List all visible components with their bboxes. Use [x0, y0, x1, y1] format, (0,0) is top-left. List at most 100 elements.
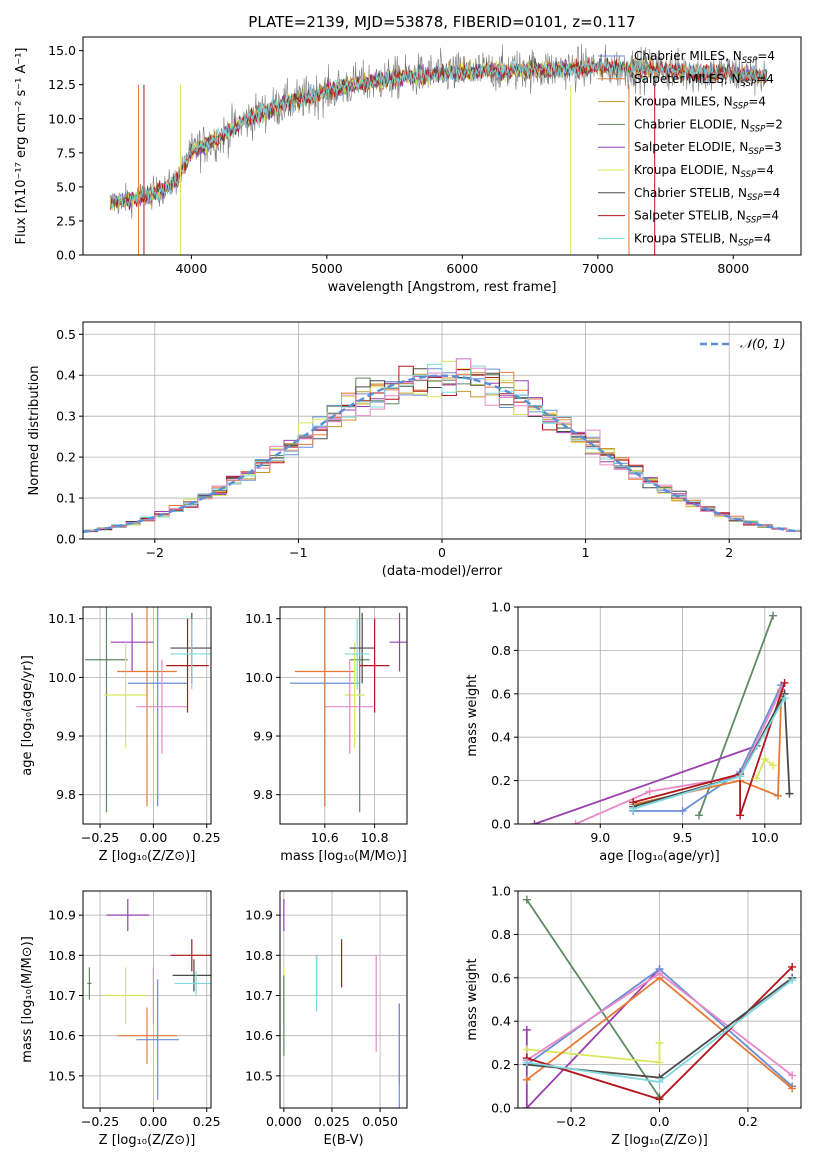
errorbar-point [127, 607, 188, 807]
y-tick-label: 0.3 [56, 409, 76, 424]
weight-marker [736, 811, 745, 820]
weight-marker [752, 774, 761, 783]
y-tick-label: 0.4 [56, 368, 76, 383]
errorbar-point [389, 612, 407, 672]
weight-marker [788, 975, 797, 984]
y-tick-label: 0.6 [491, 686, 511, 701]
x-tick-label: −2 [146, 545, 164, 560]
weight-marker [645, 787, 654, 796]
x-tick-label: 0.00 [139, 1114, 167, 1129]
axes-mass-vs-Z: −0.25 0.00 0.25 10.5 10.6 10.7 10.8 10.9 Z [log₁… [20, 890, 221, 1148]
weight-marker [655, 1058, 664, 1067]
y-tick-label: 10.1 [48, 611, 76, 626]
x-tick-label: 10.0 [751, 830, 779, 845]
legend-entry: Kroupa ELODIE, NSSP=4 [634, 163, 774, 180]
legend-entry: Chabrier ELODIE, NSSP=2 [634, 117, 783, 134]
axes-frame [82, 890, 212, 1109]
y-axis-label: mass weight [465, 674, 480, 756]
errorbar-point [344, 618, 370, 690]
y-tick-label: 0.2 [491, 1057, 511, 1072]
y-tick-label: 0.4 [491, 730, 511, 745]
x-tick-label: −1 [289, 545, 307, 560]
weight-marker [655, 1038, 664, 1047]
x-axis-label: (data-model)/error [382, 564, 503, 579]
axes-frame [517, 606, 802, 825]
x-tick-label: 0 [438, 545, 446, 560]
x-tick-label: −0.2 [556, 1114, 586, 1129]
y-tick-label: 10.0 [48, 670, 76, 685]
x-axis-label: mass [log₁₀(M/M⊙)] [280, 849, 407, 864]
weight-line-salpeter_elodie [534, 745, 757, 824]
weight-marker [571, 820, 580, 824]
weight-line-chabrier_miles [633, 684, 783, 812]
weight-marker [694, 811, 703, 820]
weight-marker [655, 1095, 664, 1104]
errorbar-point [170, 618, 211, 690]
weight-line-pink [575, 689, 783, 824]
axes-massweight-vs-Z: −0.2 0.0 0.2 0.0 0.2 0.4 0.6 0.8 1.0 Z [log₁₀(Z/Z… [465, 884, 802, 1148]
x-tick-label: 0.00 [139, 830, 167, 845]
axes-mass-vs-ebv: 0.000 0.025 0.050 10.5 10.6 10.7 10.8 10.9 E(B-V… [245, 890, 408, 1148]
y-tick-label: 10.0 [48, 111, 76, 126]
errorbar-point [324, 659, 375, 754]
y-axis-label: mass weight [465, 958, 480, 1040]
errorbar-point [117, 607, 177, 807]
figure-title: PLATE=2139, MJD=53878, FIBERID=0101, z=0… [248, 13, 635, 31]
weight-marker [522, 895, 531, 904]
x-tick-label: 9.5 [673, 830, 693, 845]
x-axis-label: Z [log₁₀(Z/Z⊙)] [99, 1133, 196, 1148]
weight-marker [769, 611, 778, 620]
x-tick-label: 8000 [717, 261, 749, 276]
plot-area-massweight-vs-Z [522, 895, 797, 1108]
weight-marker [760, 754, 769, 763]
legend-entry: Chabrier MILES, NSSP=4 [634, 49, 775, 66]
weight-line-chabrier_stelib [632, 690, 791, 808]
y-tick-label: 7.5 [56, 145, 76, 160]
weight-marker [788, 1071, 797, 1080]
axes-frame [279, 606, 408, 825]
y-tick-label: 10.1 [245, 611, 273, 626]
frame-massweight-vs-age: 9.0 9.5 10.0 0.0 0.2 0.4 0.6 0.8 1.0 age [log₁₀(a… [465, 600, 802, 864]
y-tick-label: 12.5 [48, 77, 76, 92]
y-tick-label: 10.6 [245, 1028, 273, 1043]
x-axis-label: Z [log₁₀(Z/Z⊙)] [611, 1133, 708, 1148]
y-tick-label: 10.8 [245, 948, 273, 963]
y-tick-label: 9.9 [253, 729, 273, 744]
y-tick-label: 9.8 [56, 787, 76, 802]
y-tick-label: 0.2 [56, 450, 76, 465]
plot-area-residuals [83, 358, 801, 534]
x-axis-label: E(B-V) [323, 1133, 363, 1148]
plot-area-massweight-vs-age [530, 611, 794, 824]
errorbar-point [344, 642, 365, 748]
weight-marker [788, 1084, 797, 1093]
plot-area-spectrum [109, 43, 768, 255]
x-tick-label: 6000 [446, 261, 478, 276]
errorbar-point [136, 979, 179, 1100]
y-tick-label: 10.5 [48, 1068, 76, 1083]
legend-entry: Salpeter ELODIE, NSSP=3 [634, 140, 782, 157]
errorbar-point [294, 607, 355, 807]
spectrum-legend: Chabrier MILES, NSSP=4 Salpeter MILES, NS… [598, 49, 783, 248]
weight-marker [522, 1045, 531, 1054]
errorbar-point [136, 659, 188, 754]
legend-entry: Salpeter MILES, NSSP=4 [634, 72, 774, 89]
plot-area-age-vs-Z [85, 607, 211, 813]
y-tick-label: 10.9 [245, 908, 273, 923]
errorbar-point [170, 939, 211, 972]
x-axis-label: age [log₁₀(age/yr)] [599, 849, 720, 864]
y-tick-label: 0.0 [56, 248, 76, 263]
x-axis-label: Z [log₁₀(Z/Z⊙)] [99, 849, 196, 864]
x-tick-label: 0.0 [650, 1114, 670, 1129]
y-tick-label: 0.8 [491, 927, 511, 942]
y-axis-label: age [log₁₀(age/yr)] [20, 655, 35, 776]
weight-line-chabrier_elodie [526, 899, 661, 1098]
frame-age-vs-mass: 10.6 10.8 9.8 9.9 10.0 10.1 mass [log₁₀(M/M⊙)] [245, 606, 408, 864]
errorbar-point [172, 959, 211, 992]
x-tick-label: 5000 [311, 261, 343, 276]
frame-mass-vs-Z: −0.25 0.00 0.25 10.5 10.6 10.7 10.8 10.9 Z [log₁… [20, 890, 221, 1148]
axes-spectrum: 4000 5000 6000 7000 8000 0.0 2.5 5.0 7.5 10.0 12.5… [14, 36, 802, 295]
legend-entry: Salpeter STELIB, NSSP=4 [634, 209, 779, 226]
errorbar-point [104, 967, 147, 1024]
weight-marker [629, 804, 638, 813]
